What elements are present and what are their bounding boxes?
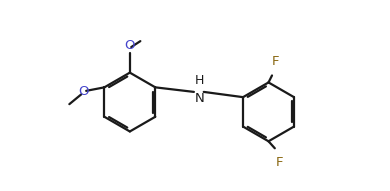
Text: O: O — [124, 39, 135, 52]
Text: H: H — [195, 74, 205, 87]
Text: F: F — [275, 156, 283, 169]
Text: O: O — [78, 85, 89, 98]
Text: N: N — [195, 92, 205, 105]
Text: F: F — [272, 55, 279, 68]
